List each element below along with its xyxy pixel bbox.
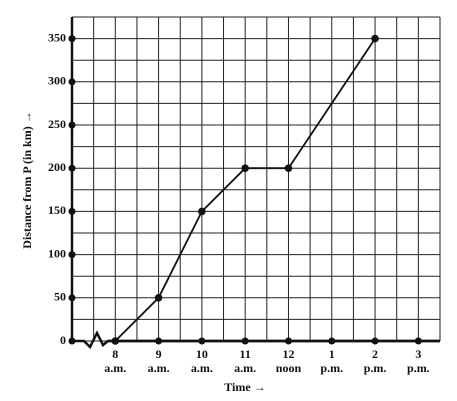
y-tick-mark	[68, 78, 76, 86]
y-tick-mark	[68, 294, 76, 302]
x-tick-label: noon	[276, 361, 302, 375]
x-tick-label: p.m.	[407, 361, 430, 375]
x-tick-mark	[414, 337, 422, 345]
x-tick-label: 2	[372, 347, 378, 361]
data-point	[111, 337, 120, 345]
x-tick-mark	[155, 337, 163, 345]
x-tick-mark	[241, 337, 249, 345]
y-tick-label: 0	[60, 333, 66, 347]
x-tick-label: 9	[156, 347, 162, 361]
data-point	[154, 294, 163, 302]
y-tick-mark	[68, 337, 76, 345]
y-tick-label: 100	[48, 246, 66, 260]
x-tick-label: a.m.	[148, 361, 170, 375]
x-tick-label: a.m.	[234, 361, 256, 375]
x-tick-label: p.m.	[320, 361, 343, 375]
y-tick-mark	[68, 35, 76, 43]
y-tick-label: 300	[48, 74, 66, 88]
data-point	[241, 164, 249, 172]
y-tick-mark	[68, 207, 76, 215]
x-tick-label: 8	[112, 347, 118, 361]
x-tick-label: 1	[329, 347, 335, 361]
y-tick-mark	[68, 121, 76, 129]
x-tick-label: a.m.	[191, 361, 213, 375]
x-tick-mark	[198, 337, 206, 345]
data-point	[371, 34, 379, 43]
data-point	[284, 164, 293, 172]
y-tick-label: 50	[54, 290, 66, 304]
x-tick-label: 11	[240, 347, 251, 361]
y-tick-mark	[68, 164, 76, 172]
x-tick-label: p.m.	[364, 361, 387, 375]
x-tick-label: 10	[196, 347, 208, 361]
x-tick-mark	[284, 337, 292, 345]
x-tick-label: a.m.	[104, 361, 126, 375]
y-axis-label: Distance from P (in km) →	[20, 111, 34, 248]
x-tick-mark	[328, 337, 336, 345]
x-tick-mark	[371, 337, 379, 345]
y-tick-label: 250	[48, 117, 66, 131]
x-tick-label: 12	[282, 347, 294, 361]
y-tick-label: 350	[48, 30, 66, 44]
data-point	[198, 207, 206, 216]
x-tick-label: 3	[415, 347, 421, 361]
y-tick-label: 150	[48, 203, 66, 217]
y-tick-mark	[68, 251, 76, 259]
data-line	[114, 38, 376, 342]
y-tick-label: 200	[48, 160, 66, 174]
x-axis-label: Time →	[224, 380, 265, 394]
